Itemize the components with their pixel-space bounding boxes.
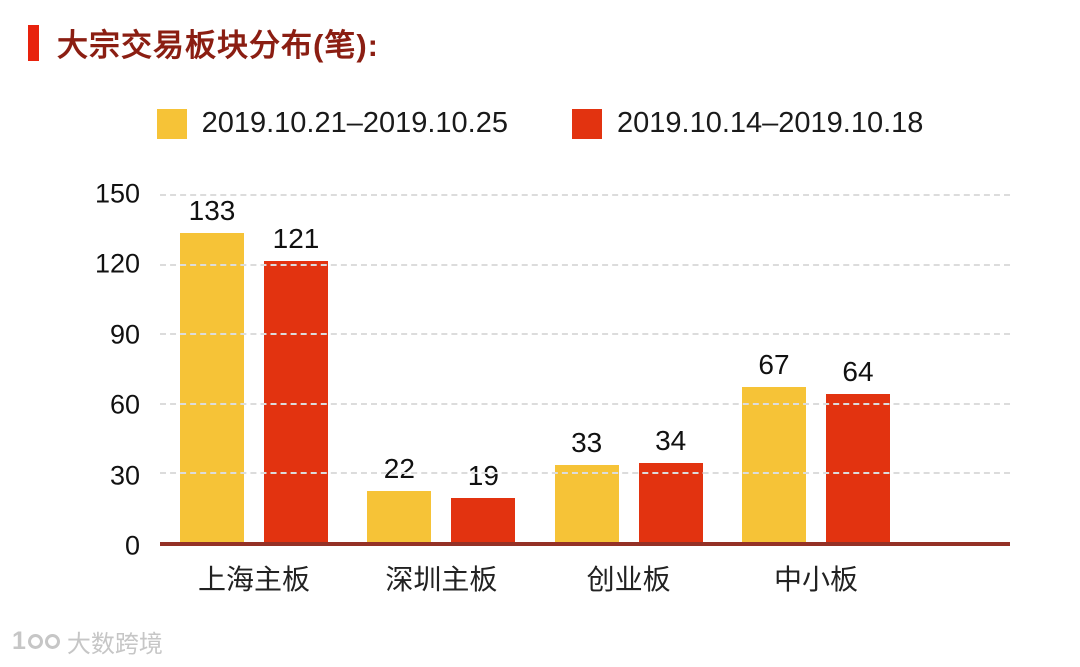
- bar-group: 33 34 创业板: [554, 194, 703, 595]
- bar-column: 22: [367, 194, 432, 542]
- logo-digit: 1: [12, 627, 26, 655]
- category-label: 中小板: [773, 564, 858, 595]
- bar-groups: 133 121 上海主板 22 19 深圳主板 33 34 创业板 67 64 中小板: [160, 194, 1010, 595]
- logo-circle: [44, 634, 60, 649]
- bar-column: 33: [554, 194, 619, 542]
- legend-item-current-week: 2019.10.21–2019.10.25: [156, 107, 508, 140]
- bar: [264, 261, 328, 542]
- bar-value-label: 33: [571, 427, 603, 459]
- bar-column: 67: [741, 194, 806, 542]
- bar-column: 64: [825, 194, 890, 542]
- bar-value-label: 34: [655, 425, 687, 457]
- page-title: 大宗交易板块分布(笔):: [57, 28, 379, 63]
- bar-chart: 0 30 60 90 120 150 133 121 上海主板 22 19 深圳主板 33 34 创业板 6…: [60, 179, 1010, 595]
- bar-pair: 33 34: [554, 194, 703, 542]
- gridline: [160, 402, 1010, 405]
- y-tick-label: 30: [109, 460, 140, 491]
- bar-group: 22 19 深圳主板: [367, 194, 516, 595]
- bar-group: 133 121 上海主板: [180, 194, 328, 595]
- bar: [180, 233, 244, 542]
- bar-value-label: 64: [842, 355, 874, 387]
- category-label: 创业板: [586, 564, 671, 595]
- title-accent-bar: [28, 24, 39, 61]
- bar-value-label: 22: [383, 452, 415, 484]
- plot-area: 133 121 上海主板 22 19 深圳主板 33 34 创业板 67 64 中小板: [160, 194, 1010, 595]
- y-tick-label: 0: [124, 530, 140, 561]
- bar: [451, 497, 516, 542]
- bar-pair: 22 19: [367, 194, 516, 542]
- bar-column: 133: [180, 194, 244, 542]
- bar: [825, 393, 890, 542]
- legend: 2019.10.21–2019.10.25 2019.10.14–2019.10…: [0, 107, 1080, 140]
- bar: [741, 386, 806, 542]
- y-tick-label: 90: [109, 319, 140, 350]
- 100-logo-icon: 1: [12, 629, 60, 654]
- bar-column: 121: [264, 194, 328, 542]
- header: 大宗交易板块分布(笔):: [0, 0, 1080, 65]
- logo-circle: [27, 634, 43, 649]
- bar-column: 19: [451, 194, 516, 542]
- y-tick-label: 120: [94, 248, 140, 279]
- gridline: [160, 472, 1010, 475]
- legend-swatch-current-week-icon: [156, 108, 187, 139]
- bar-value-label: 121: [272, 223, 320, 255]
- bar: [554, 465, 619, 542]
- watermark: 1 大数跨境: [12, 624, 163, 659]
- bar: [638, 463, 703, 542]
- y-tick-label: 60: [109, 389, 140, 420]
- bar-value-label: 67: [758, 348, 790, 380]
- bar: [367, 490, 432, 542]
- gridline: [160, 194, 1010, 196]
- legend-label-current-week: 2019.10.21–2019.10.25: [201, 107, 508, 139]
- bar-column: 34: [638, 194, 703, 542]
- category-label: 上海主板: [197, 564, 311, 595]
- bar-pair: 67 64: [741, 194, 890, 542]
- gridline: [160, 263, 1010, 266]
- legend-label-previous-week: 2019.10.14–2019.10.18: [617, 107, 924, 139]
- bar-value-label: 19: [467, 459, 499, 491]
- bar-group: 67 64 中小板: [741, 194, 890, 595]
- bar-pair: 133 121: [180, 194, 328, 542]
- y-tick-label: 150: [94, 178, 140, 209]
- legend-item-previous-week: 2019.10.14–2019.10.18: [572, 107, 923, 140]
- watermark-text: 大数跨境: [66, 631, 163, 658]
- gridline: [160, 333, 1010, 336]
- legend-swatch-previous-week-icon: [572, 108, 602, 139]
- category-label: 深圳主板: [385, 564, 498, 595]
- y-axis: 0 30 60 90 120 150: [60, 179, 160, 561]
- bar-value-label: 133: [188, 195, 236, 227]
